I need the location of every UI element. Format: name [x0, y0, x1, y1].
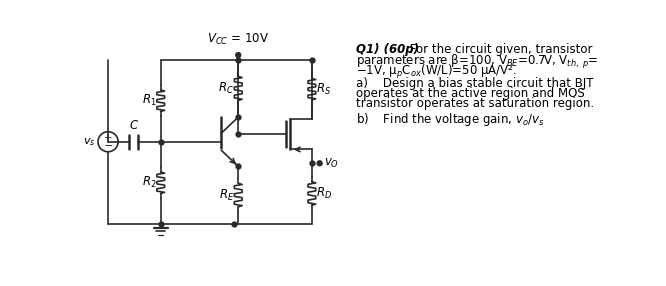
Text: $R_2$: $R_2$: [143, 175, 157, 190]
Text: a)    Design a bias stable circuit that BJT: a) Design a bias stable circuit that BJT: [356, 78, 593, 90]
Text: $C$: $C$: [129, 119, 139, 132]
Circle shape: [236, 53, 240, 57]
Text: −: −: [103, 141, 113, 151]
Text: For the circuit given, transistor: For the circuit given, transistor: [406, 43, 593, 56]
Text: $R_C$: $R_C$: [218, 81, 234, 96]
Text: $R_S$: $R_S$: [316, 82, 331, 97]
Text: Q1) (60p): Q1) (60p): [356, 43, 419, 56]
Text: $R_E$: $R_E$: [219, 188, 234, 202]
Text: $R_D$: $R_D$: [316, 186, 332, 201]
Text: operates at the active region and MOS: operates at the active region and MOS: [356, 88, 585, 100]
Text: b)    Find the voltage gain, $v_o$/$v_s$: b) Find the voltage gain, $v_o$/$v_s$: [356, 111, 545, 128]
Text: $v_s$: $v_s$: [83, 136, 96, 148]
Text: transistor operates at saturation region.: transistor operates at saturation region…: [356, 98, 594, 110]
Text: $v_O$: $v_O$: [324, 157, 340, 170]
Text: +: +: [104, 133, 113, 143]
Text: $V_{CC}$ = 10V: $V_{CC}$ = 10V: [207, 31, 269, 47]
Circle shape: [317, 161, 322, 166]
Text: parameters are β=100, V$_{BE}$=0.7V, V$_{th,\ p}$=: parameters are β=100, V$_{BE}$=0.7V, V$_…: [356, 53, 598, 71]
Text: −1V, μ$_p$C$_{ox}$(W/L)=50 μA/V².: −1V, μ$_p$C$_{ox}$(W/L)=50 μA/V².: [356, 63, 517, 81]
Text: $R_1$: $R_1$: [143, 93, 157, 108]
